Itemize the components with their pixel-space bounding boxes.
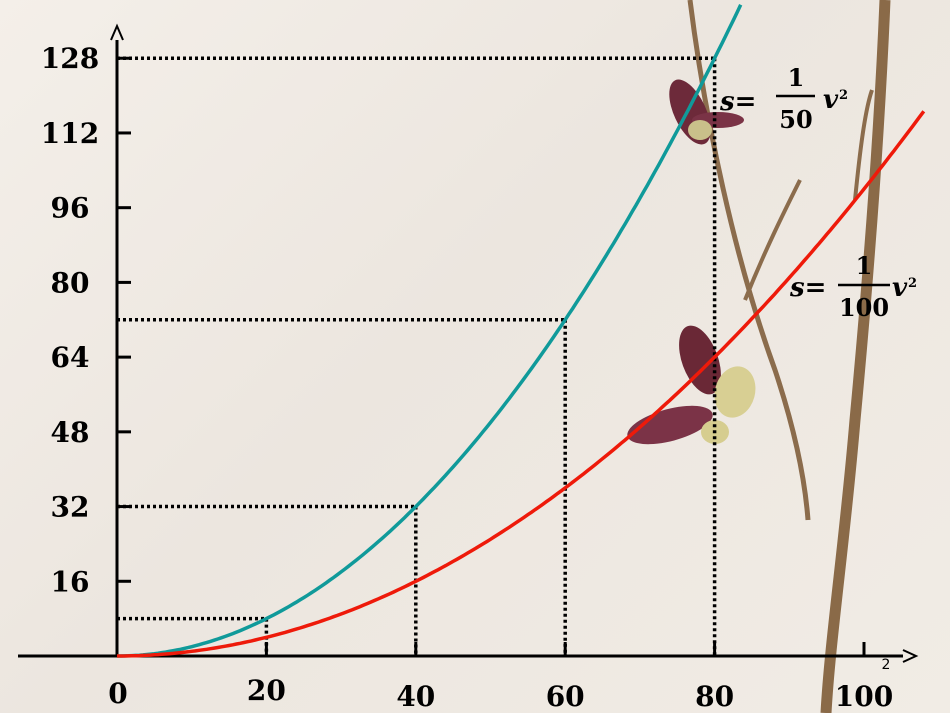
butterfly-icon	[627, 325, 756, 445]
formula-exponent: 2	[908, 276, 917, 291]
formula-v: v	[823, 85, 839, 115]
y-tick-label: 128	[41, 42, 99, 75]
formula-1-50: s= 1 50 v 2	[719, 63, 848, 134]
formula-numerator: 1	[788, 63, 805, 92]
formula-denominator: 50	[779, 105, 812, 134]
curve-series-0	[117, 4, 743, 658]
branch-twig	[743, 179, 802, 301]
formula-v: v	[892, 273, 908, 303]
formula-exponent: 2	[839, 88, 848, 103]
branch-twig	[687, 0, 811, 521]
y-tick-label: 16	[51, 565, 90, 598]
x-tick-label: 100	[835, 680, 893, 713]
formula-s: s=	[719, 87, 756, 117]
curves	[117, 4, 926, 658]
x-tick-label: 40	[396, 680, 435, 713]
y-axis-arrow-icon	[110, 23, 124, 41]
formula-denominator: 100	[839, 293, 889, 322]
formula-s: s=	[789, 273, 826, 303]
curve-series-1	[117, 110, 926, 658]
branch-twig	[853, 89, 874, 201]
background-decoration	[627, 0, 891, 713]
y-tick-label: 32	[51, 491, 90, 524]
branch-stem	[820, 0, 891, 713]
butterfly-icon	[669, 79, 744, 145]
formula-numerator: 1	[856, 251, 873, 280]
formula-1-100: s= 1 100 v 2	[789, 251, 917, 322]
page-number: 2	[882, 657, 891, 673]
y-tick-label: 64	[51, 341, 90, 374]
y-tick-label: 48	[51, 416, 90, 449]
y-tick-label: 96	[51, 192, 90, 225]
origin-label: 0	[108, 677, 127, 710]
y-tick-label: 112	[41, 117, 99, 150]
x-tick-label: 80	[695, 680, 734, 713]
x-tick-label: 60	[546, 680, 585, 713]
x-axis-arrow-icon	[902, 649, 919, 663]
y-tick-label: 80	[51, 266, 90, 299]
x-tick-label: 20	[247, 674, 286, 707]
guide-lines	[117, 56, 717, 656]
